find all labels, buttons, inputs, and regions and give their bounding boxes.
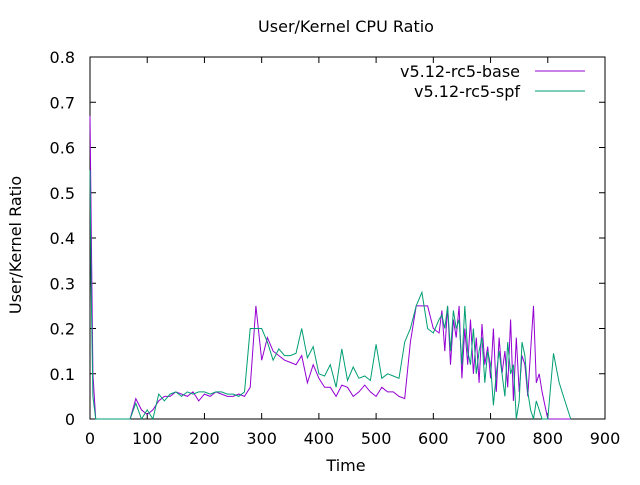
y-tick-label: 0.6 <box>50 139 75 158</box>
y-tick-label: 0.3 <box>50 274 75 293</box>
chart-title: User/Kernel CPU Ratio <box>258 17 434 36</box>
x-tick-label: 700 <box>475 429 506 448</box>
y-tick-label: 0.5 <box>50 184 75 203</box>
y-tick-label: 0.4 <box>50 229 75 248</box>
x-tick-label: 500 <box>361 429 392 448</box>
legend-label-1: v5.12-rc5-spf <box>414 82 520 101</box>
axis-ticks: 0 100 200 300 400 500 600 700 800 900 0 0.1 0.2 0.3 0.… <box>50 48 621 448</box>
legend-label-0: v5.12-rc5-base <box>400 62 520 81</box>
y-tick-label: 0.7 <box>50 93 75 112</box>
series-layer <box>89 115 572 421</box>
x-tick-label: 600 <box>418 429 449 448</box>
y-tick-label: 0.8 <box>50 48 75 67</box>
y-tick-label: 0.1 <box>50 365 75 384</box>
x-tick-label: 400 <box>304 429 335 448</box>
x-tick-label: 800 <box>533 429 564 448</box>
x-tick-label: 300 <box>246 429 277 448</box>
x-axis-title: Time <box>325 456 365 475</box>
series-line-0 <box>89 115 571 420</box>
y-tick-label: 0 <box>65 410 75 429</box>
series-line-1 <box>89 170 572 421</box>
plot-frame <box>89 56 606 420</box>
x-tick-label: 100 <box>132 429 163 448</box>
x-tick-label: 900 <box>590 429 621 448</box>
y-tick-label: 0.2 <box>50 320 75 339</box>
x-tick-label: 200 <box>189 429 220 448</box>
x-tick-label: 0 <box>85 429 95 448</box>
y-axis-title: User/Kernel Ratio <box>6 176 25 314</box>
